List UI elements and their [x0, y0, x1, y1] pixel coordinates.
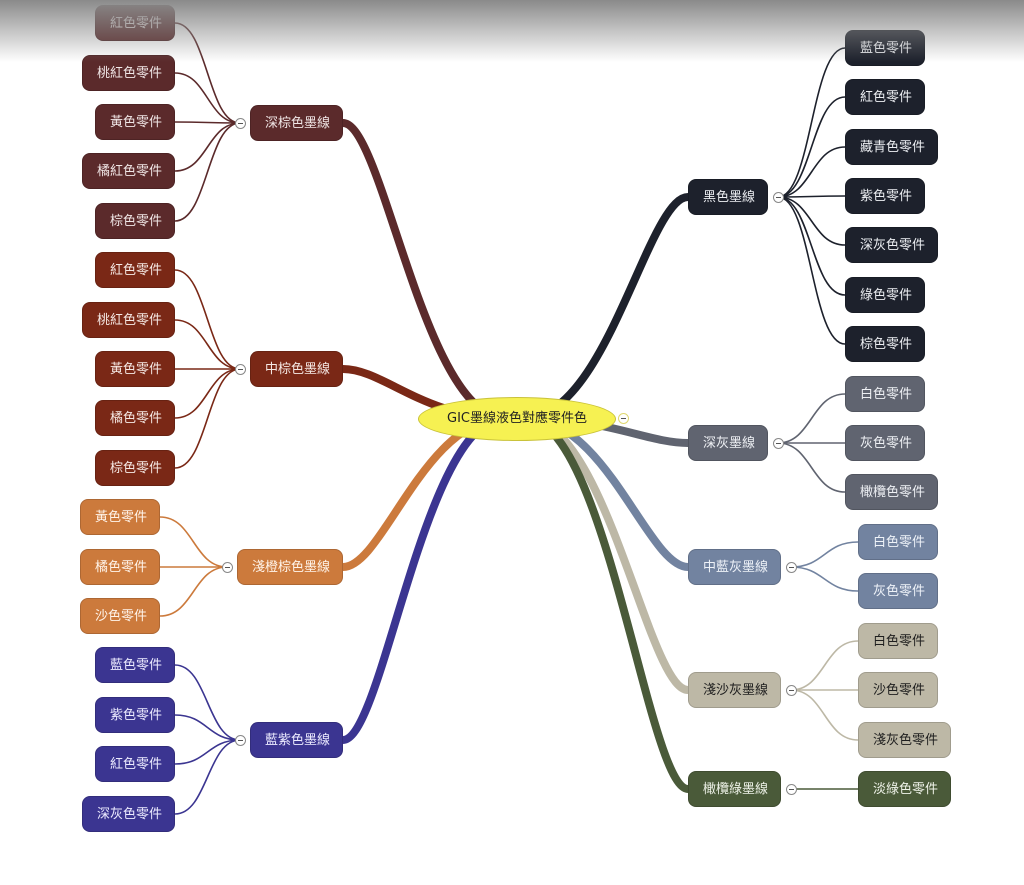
child-node[interactable]: 淡綠色零件 [858, 771, 951, 807]
child-node[interactable]: 藏青色零件 [845, 129, 938, 165]
branch-node[interactable]: 淺橙棕色墨線 [237, 549, 343, 585]
child-node[interactable]: 棕色零件 [845, 326, 925, 362]
child-connector [159, 516, 228, 568]
child-node[interactable]: 藍色零件 [95, 647, 175, 683]
child-connector [777, 196, 846, 246]
child-node[interactable]: 沙色零件 [80, 598, 160, 634]
child-node[interactable]: 橘紅色零件 [82, 153, 175, 189]
child-connector [777, 96, 846, 198]
child-connector [174, 121, 241, 124]
child-connector [777, 146, 846, 198]
collapse-toggle-icon[interactable] [785, 561, 797, 573]
child-node[interactable]: 桃紅色零件 [82, 55, 175, 91]
child-connector [174, 664, 241, 741]
main-connector [521, 193, 692, 422]
child-node[interactable]: 紅色零件 [95, 746, 175, 782]
collapse-toggle-icon[interactable] [772, 437, 784, 449]
child-connector [777, 195, 846, 198]
branch-node[interactable]: 淺沙灰墨線 [688, 672, 781, 708]
child-connector [174, 319, 241, 370]
collapse-toggle-icon[interactable] [785, 783, 797, 795]
child-connector [777, 442, 846, 493]
collapse-toggle-icon[interactable] [234, 734, 246, 746]
collapse-toggle-icon[interactable] [772, 191, 784, 203]
child-connector [174, 269, 241, 370]
child-node[interactable]: 黃色零件 [95, 104, 175, 140]
child-connector [174, 122, 241, 222]
branch-node[interactable]: 中棕色墨線 [250, 351, 343, 387]
child-node[interactable]: 紅色零件 [95, 252, 175, 288]
child-connector [777, 47, 846, 198]
collapse-toggle-icon[interactable] [234, 117, 246, 129]
child-node[interactable]: 黃色零件 [95, 351, 175, 387]
branch-node[interactable]: 黑色墨線 [688, 179, 768, 215]
child-node[interactable]: 藍色零件 [845, 30, 925, 66]
collapse-toggle-icon[interactable] [618, 413, 629, 424]
branch-node[interactable]: 深灰墨線 [688, 425, 768, 461]
child-node[interactable]: 紫色零件 [95, 697, 175, 733]
child-connector [174, 739, 241, 815]
collapse-toggle-icon[interactable] [785, 684, 797, 696]
child-node[interactable]: 深灰色零件 [82, 796, 175, 832]
child-node[interactable]: 棕色零件 [95, 450, 175, 486]
child-node[interactable]: 灰色零件 [845, 425, 925, 461]
child-node[interactable]: 棕色零件 [95, 203, 175, 239]
child-connector [174, 368, 241, 419]
child-connector [790, 566, 859, 592]
child-node[interactable]: 深灰色零件 [845, 227, 938, 263]
child-connector [174, 368, 241, 469]
child-node[interactable]: 灰色零件 [858, 573, 938, 609]
child-connector [174, 122, 241, 172]
child-connector [174, 72, 241, 124]
child-node[interactable]: 白色零件 [845, 376, 925, 412]
child-node[interactable]: 橄欖色零件 [845, 474, 938, 510]
child-connector [159, 566, 228, 617]
branch-node[interactable]: 中藍灰墨線 [688, 549, 781, 585]
branch-node[interactable]: 藍紫色墨線 [250, 722, 343, 758]
child-node[interactable]: 橘色零件 [95, 400, 175, 436]
child-node[interactable]: 沙色零件 [858, 672, 938, 708]
child-connector [174, 714, 241, 741]
child-connector [777, 196, 846, 296]
branch-node[interactable]: 深棕色墨線 [250, 105, 343, 141]
child-connector [174, 739, 241, 765]
child-node[interactable]: 白色零件 [858, 524, 938, 560]
branch-node[interactable]: 橄欖綠墨線 [688, 771, 781, 807]
child-connector [777, 393, 846, 444]
child-node[interactable]: 淺灰色零件 [858, 722, 951, 758]
child-node[interactable]: 桃紅色零件 [82, 302, 175, 338]
child-node[interactable]: 黃色零件 [80, 499, 160, 535]
child-connector [174, 22, 241, 124]
central-topic[interactable]: GIC墨線液色對應零件色 [418, 397, 616, 441]
child-node[interactable]: 橘色零件 [80, 549, 160, 585]
child-node[interactable]: 紅色零件 [845, 79, 925, 115]
child-connector [790, 689, 859, 741]
child-connector [790, 640, 859, 691]
child-node[interactable]: 白色零件 [858, 623, 938, 659]
child-node[interactable]: 紫色零件 [845, 178, 925, 214]
collapse-toggle-icon[interactable] [221, 561, 233, 573]
child-node[interactable]: 綠色零件 [845, 277, 925, 313]
child-node[interactable]: 紅色零件 [95, 5, 175, 41]
child-connector [790, 541, 859, 568]
child-connector [777, 196, 846, 345]
collapse-toggle-icon[interactable] [234, 363, 246, 375]
